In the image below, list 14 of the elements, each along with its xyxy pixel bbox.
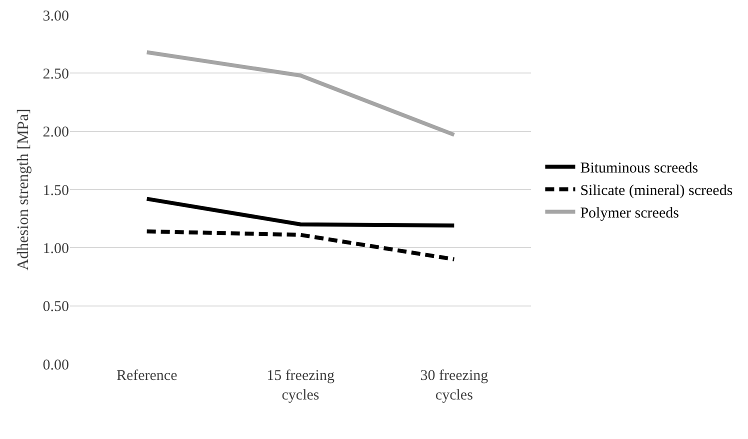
x-tick-label: 15 freezing cycles <box>266 368 335 404</box>
legend-label: Polymer screeds <box>580 206 680 222</box>
y-tick-label: 1.50 <box>42 182 69 199</box>
legend-label: Bituminous screeds <box>580 160 698 177</box>
y-axis-title: Adhesion strength [MPa] <box>15 108 32 270</box>
legend-label: Silicate (mineral) screeds <box>580 183 733 200</box>
y-tick-label: 0.00 <box>42 357 69 374</box>
y-tick-label: 2.50 <box>42 66 69 82</box>
y-tick-label: 2.00 <box>42 124 69 141</box>
y-tick-label: 1.00 <box>42 240 69 257</box>
x-tick-label: 30 freezing cycles <box>420 368 489 404</box>
y-tick-label: 0.50 <box>42 299 69 316</box>
y-tick-label: 3.00 <box>42 8 69 24</box>
x-tick-label: Reference <box>116 368 178 384</box>
